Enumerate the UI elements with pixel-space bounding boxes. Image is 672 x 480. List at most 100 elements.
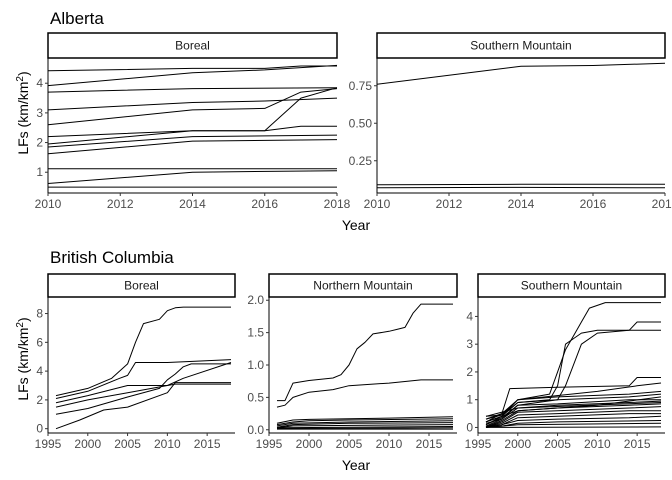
x-tick-label: 1995 <box>256 437 283 451</box>
series-line <box>485 377 661 423</box>
group-title-british-columbia: British Columbia <box>50 248 174 267</box>
x-tick-label: 2016 <box>251 197 278 211</box>
x-tick-label: 2010 <box>35 197 62 211</box>
series-line <box>276 422 454 428</box>
series-line <box>276 424 454 429</box>
y-tick-label: 3 <box>36 106 43 120</box>
series-line <box>47 65 337 72</box>
y-axis-label-british-columbia: LFs (km/km2) <box>15 317 32 400</box>
series-line <box>55 362 232 404</box>
x-tick-label: 2000 <box>504 437 531 451</box>
y-tick-label: 4 <box>36 364 43 378</box>
x-tick-label: 1995 <box>35 437 62 451</box>
x-tick-label: 2005 <box>544 437 571 451</box>
y-tick-label: 0 <box>466 420 473 434</box>
y-tick-label: 6 <box>36 335 43 349</box>
y-tick-label: 0.50 <box>349 116 373 130</box>
x-tick-label: 2000 <box>296 437 323 451</box>
facet-strip <box>47 273 236 298</box>
y-tick-label: 2 <box>36 136 43 150</box>
series-line <box>47 88 338 126</box>
x-axis-label-british-columbia: Year <box>342 457 371 473</box>
x-tick-label: 2014 <box>179 197 206 211</box>
x-tick-label: 2015 <box>194 437 221 451</box>
series-line <box>47 64 338 87</box>
y-axis-label-alberta: LFs (km/km2) <box>15 71 32 154</box>
x-tick-label: 1995 <box>465 437 492 451</box>
x-axis-label-alberta: Year <box>342 217 371 233</box>
x-tick-label: 2010 <box>584 437 611 451</box>
x-tick-label: 2012 <box>436 197 463 211</box>
series-line <box>485 399 661 426</box>
panel-alberta-boreal: Boreal 2010 2012 2014 2016 2018 1 2 3 4 <box>35 32 351 211</box>
series-line <box>55 363 231 415</box>
series-line <box>376 183 665 186</box>
series-line <box>47 97 338 111</box>
x-tick-label: 2015 <box>416 437 443 451</box>
series-line <box>276 427 454 429</box>
y-tick-label: 0.25 <box>349 154 373 168</box>
y-tick-label: 0.75 <box>349 79 373 93</box>
panel-british-columbia-northern-mountain: Northern Mountain 1995 2000 2005 2010 2015 0.0… <box>247 273 458 451</box>
y-tick-label: 4 <box>466 309 473 323</box>
x-tick-label: 2010 <box>364 197 391 211</box>
series-line <box>376 62 666 85</box>
facet-strip-label: Boreal <box>124 279 159 293</box>
facet-strip <box>477 273 666 298</box>
series-line <box>485 396 662 423</box>
facet-strip-label: Southern Mountain <box>470 39 571 53</box>
y-tick-label: 2 <box>466 365 473 379</box>
x-tick-label: 2010 <box>376 437 403 451</box>
y-tick-label: 1 <box>466 393 473 407</box>
series-line <box>276 416 454 424</box>
x-tick-label: 2018 <box>652 197 672 211</box>
y-tick-label: 3 <box>466 337 473 351</box>
series-line <box>485 426 662 428</box>
series-line <box>47 125 337 145</box>
series-line <box>485 321 661 424</box>
series-line <box>276 379 453 408</box>
y-tick-label: 0 <box>36 422 43 436</box>
series-line <box>55 383 231 408</box>
series-line <box>485 422 662 428</box>
facet-strip-label: Southern Mountain <box>521 279 622 293</box>
series-line <box>55 359 232 399</box>
series-line <box>47 87 338 93</box>
x-tick-label: 2005 <box>114 437 141 451</box>
facet-strip-label: Boreal <box>175 39 210 53</box>
panel-british-columbia-boreal: Boreal 1995 2000 2005 2010 2015 0 2 4 6 8 <box>35 273 236 451</box>
y-tick-label: 2 <box>36 393 43 407</box>
y-tick-label: 2.0 <box>247 293 264 307</box>
series-line <box>55 382 231 430</box>
facet-strip <box>47 32 338 59</box>
x-tick-label: 2000 <box>74 437 101 451</box>
x-tick-label: 2012 <box>107 197 134 211</box>
series-line <box>485 415 662 428</box>
y-tick-label: 0.0 <box>247 423 264 437</box>
facet-strip-label: Northern Mountain <box>313 279 412 293</box>
y-tick-label: 0.5 <box>247 390 264 404</box>
y-tick-label: 1.5 <box>247 326 264 340</box>
y-tick-label: 1.0 <box>247 358 264 372</box>
series-line <box>485 393 662 420</box>
facet-strip <box>376 32 666 59</box>
x-tick-label: 2005 <box>336 437 363 451</box>
series-line <box>276 426 454 429</box>
series-line <box>276 420 454 427</box>
series-line <box>47 139 338 155</box>
x-tick-label: 2015 <box>624 437 651 451</box>
series-line <box>47 134 338 148</box>
series-line <box>55 306 231 397</box>
series-line <box>485 410 661 428</box>
y-tick-label: 1 <box>36 165 43 179</box>
y-tick-label: 8 <box>36 307 43 321</box>
series-line <box>277 303 453 402</box>
series-line <box>276 418 454 426</box>
series-line <box>485 400 662 427</box>
x-tick-label: 2016 <box>580 197 607 211</box>
x-tick-label: 2010 <box>154 437 181 451</box>
facet-strip <box>268 273 458 298</box>
y-tick-label: 4 <box>36 76 43 90</box>
x-tick-label: 2014 <box>508 197 535 211</box>
